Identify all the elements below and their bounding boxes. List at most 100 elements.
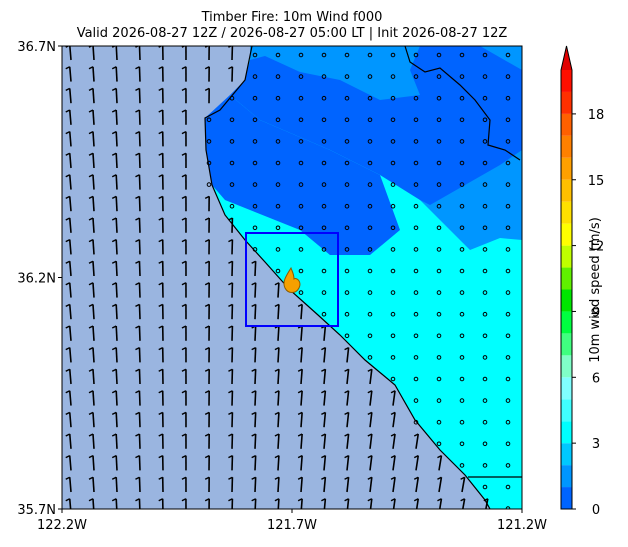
barb [139,175,140,190]
colorbar-swatch [561,355,572,377]
barb [255,348,256,363]
colorbar-tick-label: 3 [592,437,600,452]
colorbar-tick-label: 6 [592,371,600,386]
x-tick-label: 121.7W [267,518,317,533]
barb [116,45,117,60]
barb [255,477,256,492]
colorbar-swatch [561,465,572,487]
barb [116,175,117,190]
barb [93,348,94,363]
barb [93,153,94,168]
barb [139,391,140,406]
colorbar-swatch [561,70,572,92]
barb [116,110,117,125]
barb [116,283,117,298]
barb [93,326,94,341]
barb [255,456,256,471]
barb [139,348,140,363]
barb [139,110,140,125]
barb [116,240,117,255]
colorbar-swatch [561,92,572,114]
barb [93,434,94,449]
map [62,45,522,513]
barb [93,261,94,276]
colorbar-swatch [561,246,572,268]
colorbar-swatch [561,114,572,136]
colorbar-swatch [561,290,572,312]
barb [93,412,94,427]
barb [255,283,256,298]
barb [93,175,94,190]
barb [139,196,140,211]
barb [255,261,256,276]
barb [301,369,302,384]
colorbar-swatch [561,202,572,224]
colorbar-swatch [561,158,572,180]
barb [139,88,140,103]
barb [116,391,117,406]
barb [116,412,117,427]
barb [301,348,302,363]
barb [278,477,279,492]
colorbar-swatch [561,333,572,355]
barb [255,326,256,341]
barb [139,412,140,427]
barb [301,477,302,492]
y-tick-label: 36.7N [17,40,56,55]
barb [301,326,302,341]
barb [93,196,94,211]
barb [116,196,117,211]
barb [255,434,256,449]
colorbar-swatch [561,136,572,158]
barb [116,348,117,363]
barb [116,132,117,147]
barb [255,412,256,427]
barb [278,304,279,319]
barb [139,67,140,82]
colorbar-tick-label: 18 [588,108,605,123]
barb [278,348,279,363]
barb [255,369,256,384]
barb [301,391,302,406]
chart-title: Timber Fire: 10m Wind f000 [201,10,383,25]
colorbar-swatch [561,377,572,399]
colorbar-swatch [561,443,572,465]
barb [139,132,140,147]
barb [301,499,302,514]
barb [278,456,279,471]
barb [278,326,279,341]
barb [139,326,140,341]
barb [93,391,94,406]
barb [93,132,94,147]
barb [301,304,302,319]
barb [278,283,279,298]
barb [116,88,117,103]
x-tick-label: 122.2W [37,518,87,533]
barb [278,391,279,406]
barb [139,283,140,298]
barb [116,456,117,471]
barb [278,412,279,427]
colorbar-extend [561,46,572,70]
barb [139,153,140,168]
colorbar-swatch [561,399,572,421]
barb [139,218,140,233]
barb [301,412,302,427]
barb [93,477,94,492]
colorbar-swatch [561,224,572,246]
barb [139,45,140,60]
barb [93,283,94,298]
colorbar-swatch [561,487,572,509]
barb [116,218,117,233]
barb [139,477,140,492]
barb [139,434,140,449]
barb [139,304,140,319]
colorbar-tick-label: 0 [592,503,600,518]
barb [116,434,117,449]
barb [255,391,256,406]
barb [116,369,117,384]
barb [93,88,94,103]
barb [116,153,117,168]
barb [255,499,256,514]
